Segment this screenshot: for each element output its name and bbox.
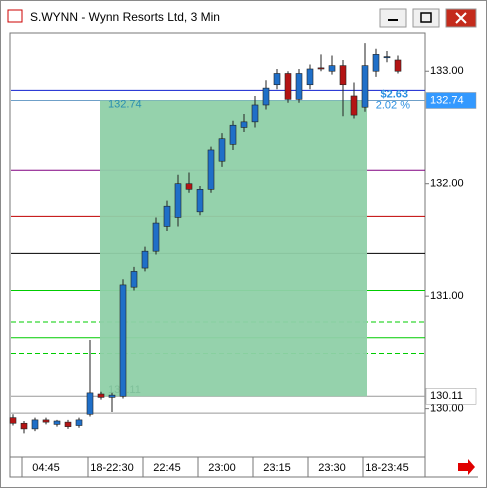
close-button[interactable]: [445, 8, 477, 28]
y-tick-label: 132.00: [430, 178, 464, 190]
candle-body: [383, 56, 391, 59]
candle-body: [163, 205, 171, 227]
x-tick-label: 18-23:45: [365, 462, 408, 474]
candle-body: [64, 421, 72, 427]
candle-body: [372, 54, 380, 72]
candle-body: [86, 392, 94, 415]
candle-body: [229, 124, 237, 145]
candle-body: [31, 419, 39, 430]
scroll-arrow[interactable]: [458, 459, 475, 475]
y-tick-label: 131.00: [430, 290, 464, 302]
candle-body: [196, 189, 204, 213]
price-tag: [425, 92, 477, 109]
window-title: S.WYNN - Wynn Resorts Ltd, 3 Min: [30, 10, 220, 24]
candle-body: [328, 65, 336, 72]
price-tag-label: 132.74: [430, 94, 464, 106]
candle-body: [185, 183, 193, 190]
candle-body: [394, 59, 402, 72]
maximize-button[interactable]: [412, 8, 440, 28]
y-tick-label: 130.00: [430, 403, 464, 415]
candle-body: [53, 420, 61, 425]
candle-body: [284, 73, 292, 100]
box-top-label: 132.74: [108, 98, 142, 110]
x-tick-label: 23:15: [263, 462, 291, 474]
candle-body: [42, 419, 50, 423]
candle-body: [306, 68, 314, 86]
minimize-button[interactable]: [379, 8, 407, 28]
candle-body: [317, 67, 325, 70]
x-tick-label: 18-22:30: [90, 462, 133, 474]
x-tick-label: 04:45: [32, 462, 60, 474]
candle-body: [262, 87, 270, 106]
x-tick-label: 23:30: [318, 462, 346, 474]
price-tag-label: 130.11: [430, 390, 463, 402]
candle-body: [97, 393, 105, 398]
corner-box: [9, 456, 23, 478]
candle-body: [141, 250, 149, 269]
candle-body: [75, 419, 83, 426]
price-tag: [425, 388, 477, 405]
candle-body: [295, 73, 303, 100]
candle-body: [339, 65, 347, 86]
candle-body: [9, 417, 17, 424]
candle-body: [361, 65, 369, 108]
y-tick-label: 133.00: [430, 65, 464, 77]
candle-body: [218, 138, 226, 162]
candle-body: [207, 149, 215, 190]
app-icon: [7, 9, 23, 23]
candle-body: [130, 271, 138, 288]
candle-body: [273, 73, 281, 86]
x-tick-label: 23:00: [208, 462, 236, 474]
candle-body: [350, 95, 358, 116]
candle-body: [174, 183, 182, 218]
box-change-pct: 2.02 %: [376, 99, 410, 111]
candle-body: [108, 394, 116, 398]
candle-body: [119, 284, 127, 397]
candle-body: [240, 121, 248, 128]
candle-body: [152, 222, 160, 252]
box-change: $2.63: [380, 88, 408, 100]
candle-body: [251, 104, 259, 123]
candle-body: [20, 422, 28, 430]
x-tick-label: 22:45: [153, 462, 181, 474]
